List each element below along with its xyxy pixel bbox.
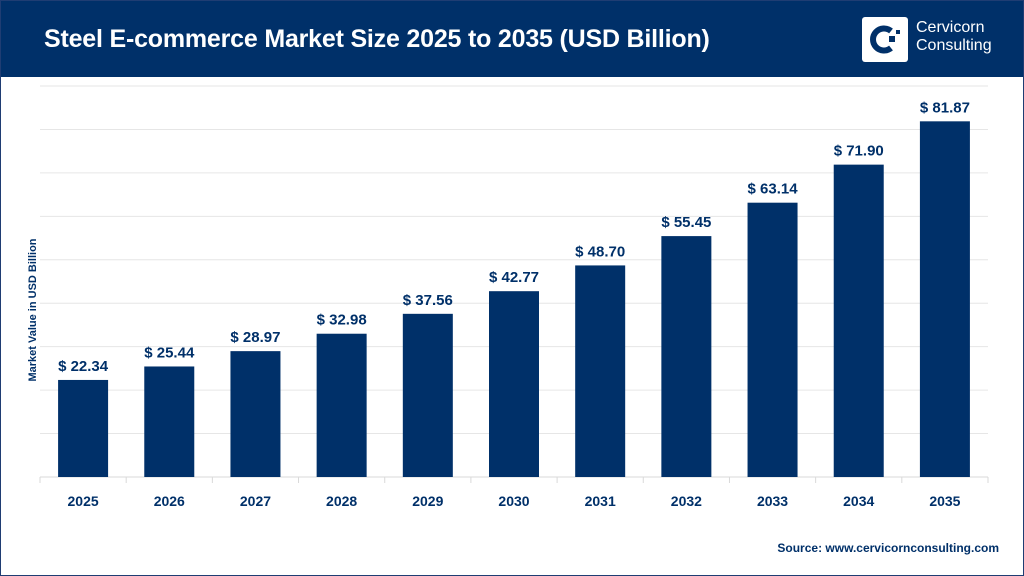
bar-2028	[316, 333, 367, 477]
logo-line-2: Consulting	[916, 37, 992, 54]
x-tick-label: 2031	[585, 493, 616, 509]
logo-icon	[862, 17, 908, 62]
chart-title: Steel E-commerce Market Size 2025 to 203…	[44, 25, 710, 53]
header-banner: Steel E-commerce Market Size 2025 to 203…	[1, 1, 1023, 77]
x-tick-label: 2028	[326, 493, 357, 509]
x-tick-label: 2032	[671, 493, 702, 509]
data-label: $ 37.56	[403, 292, 453, 309]
data-label: $ 28.97	[230, 329, 280, 346]
x-tick-label: 2035	[929, 493, 960, 509]
logo-line-1: Cervicorn	[916, 19, 985, 36]
x-tick-label: 2029	[412, 493, 443, 509]
x-tick-label: 2030	[498, 493, 529, 509]
bar-2034	[833, 164, 884, 477]
data-label: $ 42.77	[489, 269, 539, 286]
y-axis-label: Market Value in USD Billion	[27, 238, 39, 382]
x-tick-label: 2026	[154, 493, 185, 509]
data-label: $ 63.14	[748, 181, 799, 198]
x-tick-label: 2034	[843, 493, 874, 509]
bar-2035	[919, 121, 970, 477]
data-label: $ 55.45	[661, 214, 711, 231]
data-label: $ 25.44	[144, 344, 195, 361]
logo-text: Cervicorn Consulting	[916, 19, 992, 55]
bar-2033	[747, 202, 798, 477]
x-tick-label: 2027	[240, 493, 271, 509]
data-label: $ 71.90	[834, 143, 884, 160]
data-label: $ 48.70	[575, 243, 625, 260]
bar-2032	[661, 236, 712, 477]
bar-2030	[489, 291, 539, 477]
bar-2029	[402, 313, 453, 477]
data-label: $ 81.87	[920, 99, 970, 116]
bar-2031	[575, 265, 626, 477]
bar-2025	[58, 379, 109, 477]
data-label: $ 22.34	[58, 358, 109, 375]
x-tick-label: 2025	[68, 493, 99, 509]
x-tick-label: 2033	[757, 493, 788, 509]
bar-2027	[230, 351, 281, 477]
data-label: $ 32.98	[317, 312, 367, 329]
source-note: Source: www.cervicornconsulting.com	[777, 541, 999, 555]
bar-2026	[144, 366, 195, 477]
